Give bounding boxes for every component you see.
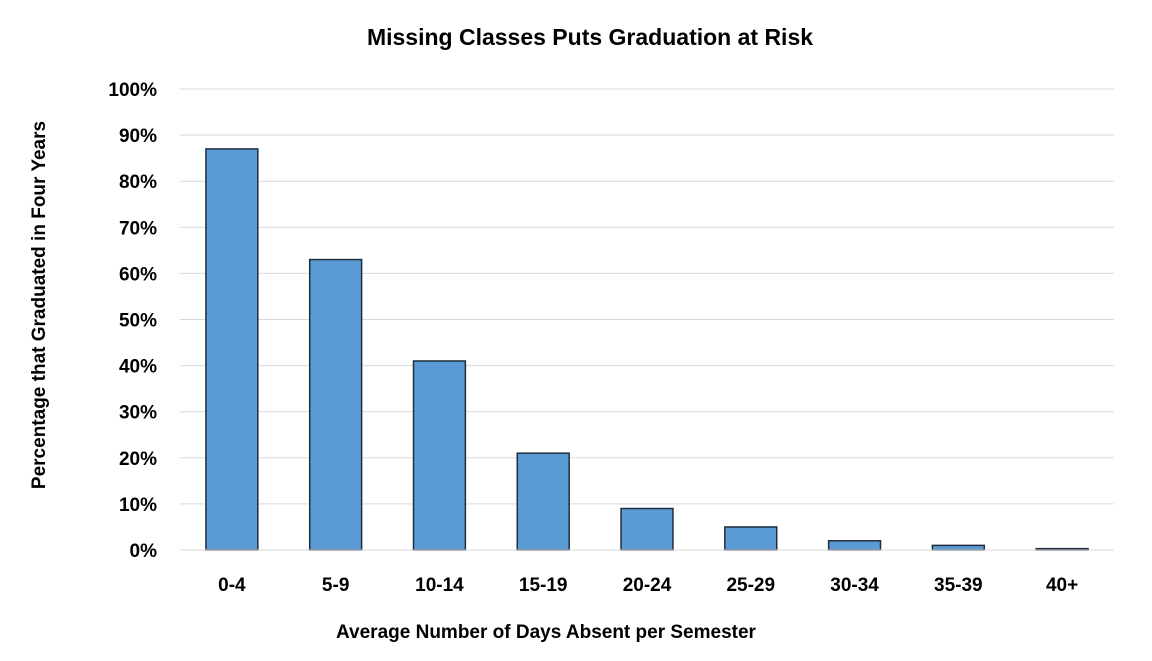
x-tick-label: 0-4 (218, 575, 246, 596)
bar-30-34 (827, 540, 882, 551)
x-tick-label: 35-39 (934, 575, 983, 596)
y-tick-label: 10% (119, 495, 157, 516)
y-tick-label: 20% (119, 449, 157, 470)
x-tick-label: 10-14 (415, 575, 464, 596)
y-tick-label: 70% (119, 218, 157, 239)
x-tick-label: 5-9 (322, 575, 349, 596)
bar-15-19 (516, 452, 570, 551)
bar-0-4 (205, 148, 259, 551)
y-tick-label: 100% (108, 80, 157, 101)
x-tick-label: 15-19 (519, 575, 568, 596)
y-tick-label: 60% (119, 264, 157, 285)
x-tick-label: 40+ (1046, 575, 1078, 596)
bars (205, 148, 1089, 551)
y-tick-label: 90% (119, 126, 157, 147)
x-axis-ticks: 0-4 5-9 10-14 15-19 20-24 25-29 30-34 35-39 40+ (218, 575, 1078, 596)
x-axis-label: Average Number of Days Absent per Semest… (336, 622, 757, 643)
y-tick-label: 80% (119, 172, 157, 193)
bar-35-39 (931, 544, 986, 551)
y-tick-label: 50% (119, 311, 157, 332)
x-tick-label: 25-29 (726, 575, 775, 596)
bar-5-9 (308, 258, 363, 551)
chart-title: Missing Classes Puts Graduation at Risk (367, 24, 813, 50)
y-tick-label: 0% (130, 541, 158, 562)
bar-10-14 (412, 360, 467, 551)
y-tick-label: 40% (119, 357, 157, 378)
bar-25-29 (724, 526, 778, 551)
bar-20-24 (620, 507, 674, 551)
x-tick-label: 20-24 (623, 575, 672, 596)
y-tick-label: 30% (119, 403, 157, 424)
x-tick-label: 30-34 (830, 575, 879, 596)
y-axis-ticks: 0% 10% 20% 30% 40% 50% 60% 70% 80% 90% 100% (108, 80, 157, 562)
y-axis-label: Percentage that Graduated in Four Years (29, 121, 50, 489)
